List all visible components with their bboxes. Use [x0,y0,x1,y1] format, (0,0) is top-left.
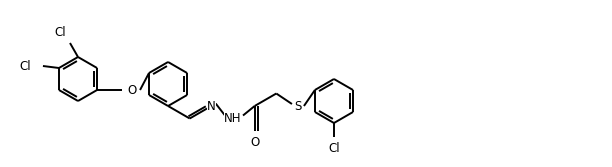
Text: O: O [250,136,259,149]
Text: Cl: Cl [328,142,340,155]
Text: N: N [207,100,215,113]
Text: Cl: Cl [54,26,66,39]
Text: O: O [127,84,136,97]
Text: S: S [294,100,302,113]
Text: Cl: Cl [20,59,31,72]
Text: NH: NH [224,112,242,125]
